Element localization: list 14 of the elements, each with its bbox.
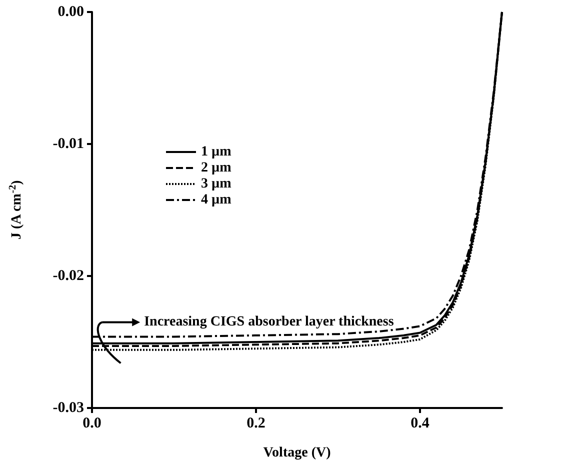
x-tick-label: 0.0: [82, 416, 102, 432]
y-tick-label: -0.02: [52, 268, 84, 284]
y-tick-label: -0.01: [52, 136, 84, 152]
y-axis-title: J (A cm-2): [8, 180, 24, 240]
y-tick-label: 0.00: [58, 4, 84, 20]
legend-label: 2 µm: [201, 160, 232, 176]
x-tick-label: 0.2: [246, 416, 266, 432]
x-tick-label: 0.4: [410, 416, 430, 432]
legend-label: 3 µm: [201, 176, 232, 192]
legend-label: 4 µm: [201, 192, 232, 208]
y-tick-label: -0.03: [52, 400, 84, 416]
annotation: Increasing CIGS absorber layer thickness: [144, 314, 394, 330]
legend-label: 1 µm: [201, 144, 232, 160]
x-axis-title: Voltage (V): [263, 446, 332, 460]
